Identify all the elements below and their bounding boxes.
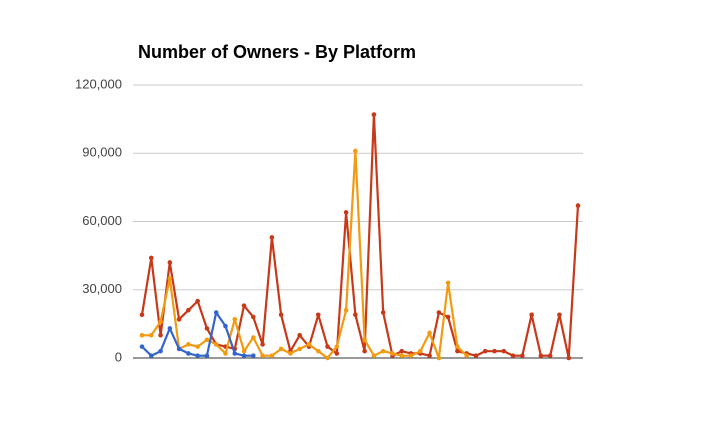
point (260, 353, 265, 359)
point (315, 348, 321, 354)
point (380, 310, 386, 315)
point (325, 344, 330, 349)
point (204, 353, 210, 359)
point (566, 355, 572, 361)
point (213, 342, 219, 347)
point (241, 348, 247, 354)
point (223, 323, 228, 329)
point (148, 353, 154, 359)
point (557, 312, 562, 318)
point (362, 337, 367, 343)
point (501, 348, 507, 354)
point (148, 255, 154, 261)
point (547, 353, 553, 359)
chart-title: Number of Owners - By Platform (138, 42, 416, 62)
point (139, 312, 145, 318)
y-tick-label: 60,000 (82, 213, 122, 228)
point (306, 342, 312, 347)
point (455, 348, 460, 354)
point (334, 351, 340, 356)
point (186, 342, 191, 347)
point (427, 353, 432, 359)
point (195, 353, 200, 359)
point (529, 312, 534, 318)
point (167, 260, 173, 265)
point (538, 353, 544, 359)
point (167, 326, 173, 331)
point (343, 307, 349, 313)
point (380, 348, 386, 354)
point (482, 348, 488, 354)
point (390, 351, 395, 356)
point (260, 342, 265, 347)
point (204, 326, 210, 331)
series-line (142, 149, 468, 360)
point (139, 344, 145, 349)
point (176, 317, 182, 322)
point (176, 346, 182, 352)
point (371, 112, 377, 117)
point (251, 314, 256, 320)
point (371, 353, 377, 359)
point (186, 351, 191, 356)
point (278, 312, 284, 318)
point (213, 310, 219, 315)
point (464, 353, 469, 359)
point (325, 355, 330, 361)
point (158, 332, 163, 338)
point (251, 353, 256, 359)
point (520, 353, 525, 359)
point (334, 344, 340, 349)
point (445, 280, 451, 286)
point (269, 235, 275, 240)
point (241, 303, 247, 308)
point (269, 353, 275, 359)
point (315, 312, 321, 318)
point (167, 276, 173, 281)
point (288, 351, 293, 356)
point (223, 351, 228, 356)
point (158, 348, 163, 354)
point (399, 348, 405, 354)
point (455, 344, 460, 349)
point (343, 210, 349, 215)
point (492, 348, 497, 354)
point (399, 353, 405, 359)
point (436, 355, 442, 361)
point (251, 335, 256, 340)
point (408, 353, 414, 359)
point (473, 353, 479, 359)
point (195, 344, 200, 349)
point (427, 330, 432, 336)
point (195, 298, 200, 304)
point (575, 203, 581, 208)
point (417, 348, 423, 354)
y-tick-label: 90,000 (82, 145, 122, 160)
point (232, 351, 238, 356)
point (241, 353, 247, 359)
point (158, 319, 163, 324)
point (353, 312, 358, 318)
point (186, 307, 191, 313)
y-tick-label: 0 (115, 349, 122, 364)
point (148, 332, 154, 338)
point (445, 314, 451, 320)
point (139, 332, 145, 338)
y-tick-label: 120,000 (75, 76, 122, 91)
point (362, 348, 367, 354)
point (353, 148, 358, 154)
point (232, 317, 238, 322)
point (278, 346, 284, 352)
point (436, 310, 442, 315)
point (297, 346, 303, 352)
point (510, 353, 516, 359)
point (204, 337, 210, 343)
y-tick-label: 30,000 (82, 281, 122, 296)
point (297, 332, 303, 338)
